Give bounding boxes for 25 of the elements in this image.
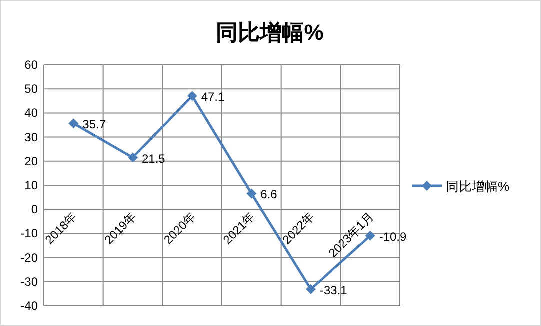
point [306, 284, 316, 294]
y-tick-label: 0 [31, 202, 38, 217]
y-tick-label: 50 [24, 82, 38, 96]
point [246, 188, 257, 199]
y-tick-label: -40 [20, 299, 38, 313]
data-label: 47.1 [201, 90, 226, 104]
y-tick-label: -10 [20, 226, 38, 241]
point [128, 152, 138, 163]
y-tick-label: 40 [24, 106, 38, 120]
data-label: 35.7 [82, 118, 106, 132]
point [68, 118, 79, 129]
data-label: -10.9 [379, 230, 408, 244]
y-tick-label: 30 [24, 130, 38, 144]
y-tick-label: 20 [24, 154, 38, 168]
chart-title: 同比增幅% [216, 20, 324, 45]
y-tick-label: 60 [24, 58, 38, 72]
point [365, 230, 376, 241]
data-label: 6.6 [260, 188, 278, 202]
point [187, 91, 198, 102]
y-tick-label: -30 [20, 274, 38, 289]
legend-label: 同比增幅% [446, 179, 510, 194]
y-tick-label: 10 [24, 178, 38, 192]
data-label: -33.1 [320, 283, 348, 298]
data-label: 21.5 [142, 152, 166, 166]
y-tick-label: -20 [20, 250, 38, 265]
